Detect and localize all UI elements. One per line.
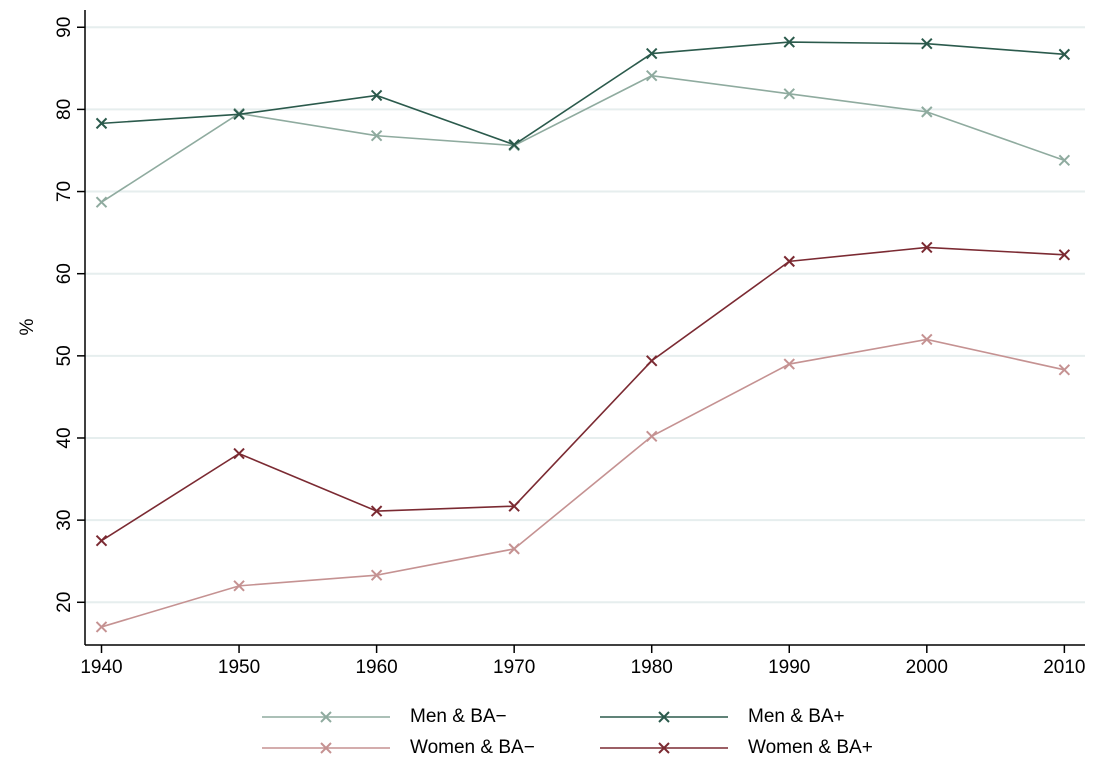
- x-tick-label: 2010: [1043, 657, 1085, 678]
- point-marker: [370, 505, 383, 517]
- series-line: [101, 338, 1065, 628]
- point-marker: [783, 358, 795, 370]
- point-marker: [370, 89, 383, 102]
- y-tick-label: 90: [54, 17, 75, 38]
- point-marker: [95, 534, 108, 547]
- series-line: [101, 246, 1065, 542]
- point-marker: [646, 70, 658, 82]
- legend-marker: [658, 742, 670, 754]
- legend-label: Men & BA+: [748, 706, 845, 727]
- x-tick-label: 1940: [80, 657, 122, 678]
- point-marker: [1058, 154, 1071, 167]
- point-marker: [646, 430, 658, 443]
- legend-marker: [320, 742, 332, 754]
- point-marker: [783, 88, 795, 100]
- legend-marker: [320, 711, 332, 723]
- point-marker: [370, 129, 383, 142]
- x-tick-label: 1990: [768, 657, 810, 678]
- x-tick-label: 1970: [493, 657, 535, 678]
- point-marker: [783, 36, 795, 48]
- x-tick-label: 2000: [906, 657, 948, 678]
- series-line: [101, 74, 1065, 203]
- point-marker: [233, 447, 245, 460]
- y-axis-label: %: [17, 318, 38, 335]
- point-marker: [921, 241, 933, 254]
- x-tick-label: 1980: [631, 657, 673, 678]
- y-tick-label: 80: [54, 99, 75, 120]
- y-tick-label: 20: [54, 592, 75, 613]
- y-tick-label: 70: [54, 181, 75, 202]
- y-tick-label: 60: [54, 263, 75, 284]
- y-tick-label: 40: [54, 427, 75, 448]
- point-marker: [921, 106, 933, 118]
- point-marker: [1058, 364, 1071, 376]
- legend-label: Men & BA−: [410, 706, 507, 727]
- point-marker: [95, 117, 108, 130]
- y-tick-label: 30: [54, 510, 75, 531]
- point-marker: [508, 543, 520, 555]
- point-marker: [508, 139, 520, 151]
- point-marker: [233, 108, 245, 121]
- point-marker: [95, 196, 108, 208]
- point-marker: [233, 580, 245, 592]
- point-marker: [646, 47, 658, 60]
- point-marker: [1058, 249, 1071, 261]
- point-marker: [921, 37, 933, 50]
- legend-marker: [658, 711, 670, 723]
- point-marker: [1058, 48, 1071, 61]
- x-tick-label: 1960: [355, 657, 397, 678]
- x-tick-label: 1950: [218, 657, 260, 678]
- point-marker: [508, 500, 520, 512]
- series-line: [101, 41, 1065, 146]
- point-marker: [783, 255, 795, 268]
- y-tick-label: 50: [54, 345, 75, 366]
- point-marker: [370, 569, 383, 581]
- legend-label: Women & BA−: [410, 737, 535, 758]
- point-marker: [921, 333, 933, 346]
- point-marker: [95, 621, 108, 633]
- point-marker: [646, 355, 658, 367]
- legend-label: Women & BA+: [748, 737, 873, 758]
